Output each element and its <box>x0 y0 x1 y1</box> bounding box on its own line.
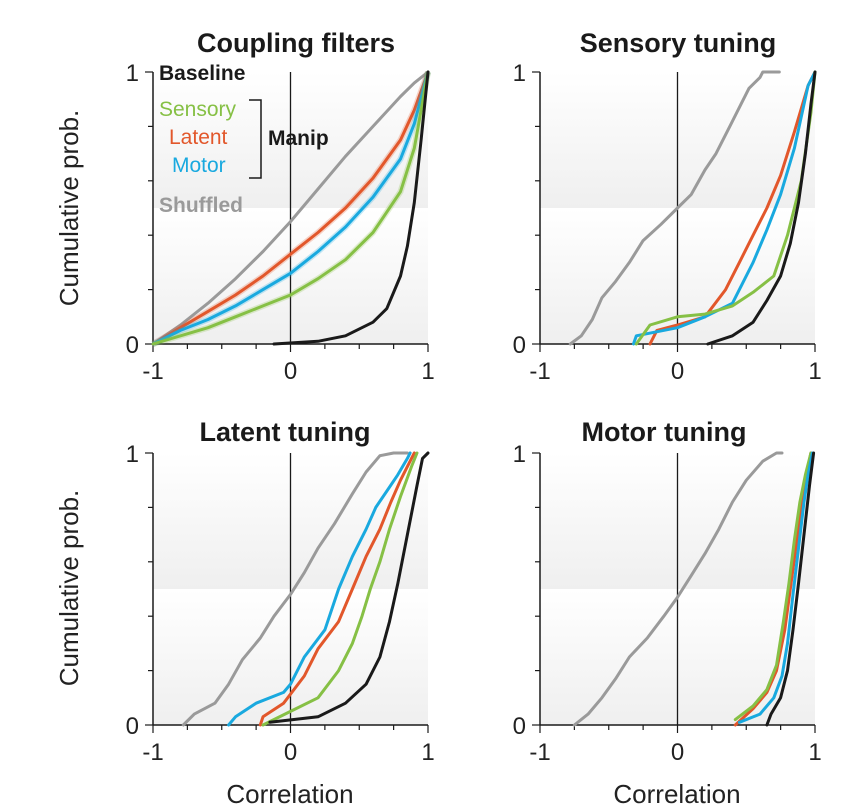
series-line-motor <box>151 70 430 346</box>
y-tick-label: 1 <box>126 441 139 468</box>
x-tick-label: 1 <box>808 358 821 385</box>
y-tick-label: 1 <box>513 441 526 468</box>
x-tick-label: -1 <box>529 358 550 385</box>
series-line-motor <box>227 451 412 727</box>
series-line-baseline <box>272 70 430 346</box>
series-line-latent <box>733 451 813 727</box>
series-line-latent <box>258 451 416 727</box>
legend-sensory: Sensory <box>159 98 237 121</box>
series-line-sensory <box>151 70 430 346</box>
series-line-baseline <box>765 451 816 727</box>
series-line-shuffled <box>151 70 430 346</box>
series-line-motor <box>737 451 814 724</box>
series-line-sensory <box>261 451 419 727</box>
x-tick-label: 0 <box>284 739 297 766</box>
x-tick-label: -1 <box>142 358 163 385</box>
legend-baseline: Baseline <box>159 62 245 85</box>
x-tick-label: -1 <box>529 739 550 766</box>
series-line-latent <box>151 70 430 346</box>
series-line-baseline <box>268 451 430 724</box>
x-tick-label: 1 <box>421 739 434 766</box>
y-tick-label: 0 <box>126 332 139 359</box>
x-tick-label: -1 <box>142 739 163 766</box>
y-tick-label: 0 <box>126 713 139 740</box>
panel-title-coupling-filters: Coupling filters <box>197 28 395 58</box>
legend-motor: Motor <box>172 154 226 177</box>
y-tick-label: 0 <box>513 332 526 359</box>
legend-manip-bracket <box>249 99 262 179</box>
legend: Baseline Sensory Latent Motor Manip Shuf… <box>159 62 329 217</box>
series-line-sensory <box>733 451 813 722</box>
legend-shuffled: Shuffled <box>159 194 243 217</box>
x-tick-label: 0 <box>671 358 684 385</box>
legend-manip: Manip <box>268 127 329 150</box>
y-tick-label: 1 <box>513 60 526 87</box>
series-line-shuffled <box>181 451 409 727</box>
x-tick-label: 0 <box>671 739 684 766</box>
series-line-baseline <box>706 70 817 346</box>
panel-title-latent-tuning: Latent tuning <box>200 417 371 447</box>
y-axis-title-bottom: Cumulative prob. <box>54 490 84 687</box>
legend-latent: Latent <box>169 126 228 149</box>
series-line-shuffled <box>572 451 784 727</box>
x-tick-label: 1 <box>808 739 821 766</box>
panel-title-motor-tuning: Motor tuning <box>582 417 747 447</box>
x-tick-label: 1 <box>421 358 434 385</box>
panel-title-sensory-tuning: Sensory tuning <box>580 28 777 58</box>
series-line-motor <box>632 70 817 346</box>
series-line-shuffled <box>568 70 781 346</box>
series-line-latent <box>648 70 817 346</box>
y-tick-label: 0 <box>513 713 526 740</box>
x-tick-label: 0 <box>284 358 297 385</box>
x-axis-title-right: Correlation <box>613 779 740 807</box>
y-axis-title-top: Cumulative prob. <box>54 110 84 307</box>
y-tick-label: 1 <box>126 60 139 87</box>
x-axis-title-left: Correlation <box>226 779 353 807</box>
